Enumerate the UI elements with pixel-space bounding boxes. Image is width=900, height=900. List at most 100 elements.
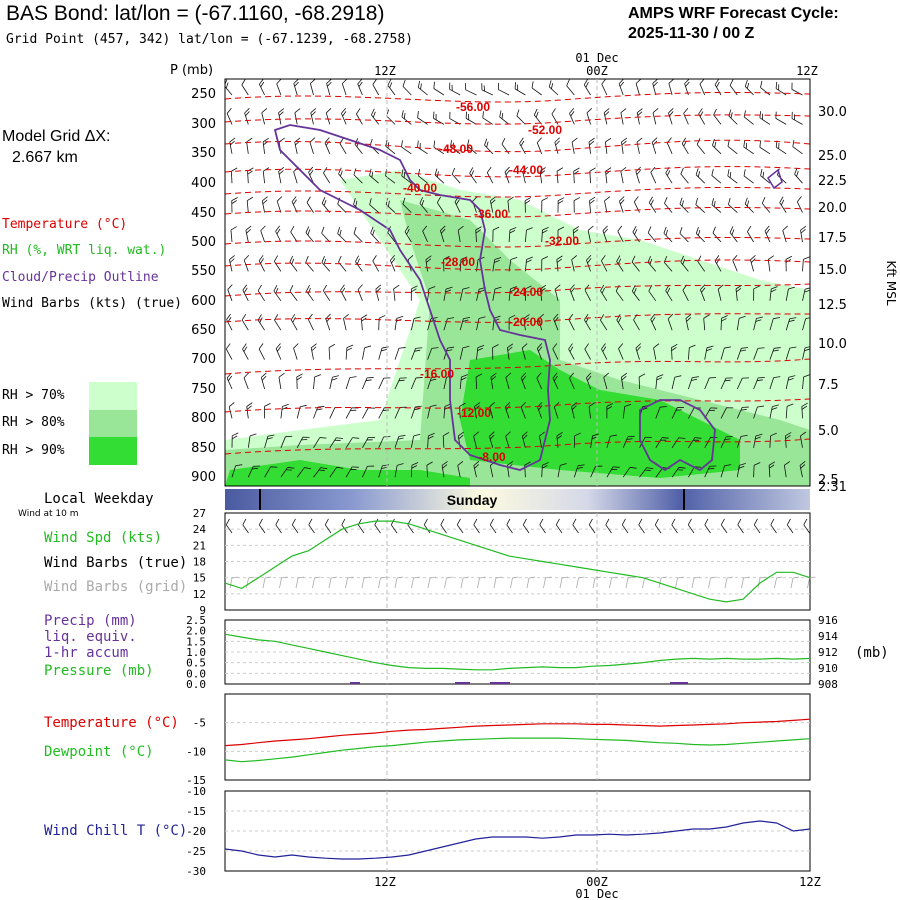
- wind-barb: [370, 226, 379, 243]
- wind-barb: [636, 108, 643, 125]
- wind-barb: [536, 343, 543, 360]
- wind-barb: [309, 79, 316, 96]
- pressure-tick-900: 900: [191, 470, 216, 485]
- wind-barb-10m: [522, 518, 530, 534]
- wind-barb: [410, 377, 423, 390]
- wind-barb: [371, 108, 380, 125]
- wind-barb: [226, 108, 233, 125]
- wind-barb: [799, 460, 806, 478]
- wind-panel-ytick-6: 9: [199, 604, 206, 617]
- wind-barb: [492, 226, 500, 243]
- wind-barb: [443, 317, 455, 331]
- wind-barb: [785, 317, 797, 331]
- wind-barb: [410, 433, 421, 448]
- wind-barb-grid: [493, 576, 503, 589]
- wind-barb: [506, 343, 514, 360]
- wind-chill-line: [224, 820, 811, 860]
- precip-panel-ytick-0: 2.5: [186, 614, 206, 627]
- rh90-label: RH > 90%: [2, 443, 65, 458]
- wind-barb: [785, 346, 797, 360]
- wind-barb: [264, 402, 271, 419]
- wind-barb: [476, 316, 486, 331]
- wind-barb: [417, 80, 428, 96]
- wind-barb-grid: [741, 576, 750, 589]
- wind-barb: [325, 313, 331, 331]
- wind-panel-ytick-4: 15: [193, 572, 206, 585]
- wind-barb: [704, 345, 714, 360]
- pressure-tick-400: 400: [191, 176, 216, 191]
- pressure-ytick-916: 916: [818, 614, 838, 627]
- wind-barb: [354, 138, 363, 155]
- wind-barb: [276, 196, 283, 213]
- wind-barb: [720, 407, 734, 419]
- isotherm-label-0: -56.00: [456, 100, 490, 114]
- rh90-swatch: [89, 437, 137, 465]
- wind-panel-ytick-1: 24: [193, 523, 207, 536]
- wind-barb: [378, 377, 391, 390]
- wind-barb: [655, 406, 667, 419]
- wind-barb: [492, 344, 499, 360]
- wind-barb: [257, 284, 265, 302]
- wind-barb: [345, 376, 357, 390]
- wind-barb: [548, 80, 559, 96]
- wind-barb: [650, 313, 657, 331]
- rh90-region-low: [225, 460, 470, 486]
- wind-barb: [584, 284, 591, 301]
- wind-barb: [258, 255, 265, 272]
- wind-barb: [650, 166, 657, 184]
- wind-barb: [417, 111, 428, 125]
- wind-barb: [802, 316, 810, 331]
- wind-barb: [769, 286, 778, 301]
- wind-barb: [260, 225, 266, 243]
- wind-barb: [427, 404, 437, 419]
- wind-barb: [243, 254, 250, 272]
- wind-barb: [590, 433, 599, 448]
- wind-barb: [635, 343, 642, 360]
- isotherm-line-9: [225, 313, 810, 323]
- wind-barb: [638, 373, 646, 390]
- wind-barb: [620, 372, 628, 390]
- wind-barb: [394, 463, 404, 478]
- wind-barb: [568, 343, 575, 360]
- wind-barb: [620, 108, 627, 125]
- wind-barb: [680, 167, 689, 184]
- wind-barb: [499, 110, 510, 125]
- wind-barb-10m: [258, 518, 266, 534]
- wind-10m-label: Wind at 10 m: [18, 509, 79, 519]
- wind-barb: [583, 79, 591, 96]
- isotherm-line-12: [225, 438, 810, 455]
- wind-barb-10m: [374, 518, 381, 534]
- wind-barb: [519, 137, 526, 154]
- wind-chill-label: Wind Chill T (°C): [44, 823, 188, 839]
- wind-barb: [600, 284, 608, 302]
- wind-barb: [372, 79, 380, 96]
- wind-barb-grid: [790, 576, 800, 589]
- wind-barb-grid: [510, 576, 519, 589]
- wind-barb: [525, 285, 532, 301]
- wind-barb: [568, 313, 575, 331]
- isotherm-label-4: -40.00: [403, 181, 437, 195]
- pressure-tick-800: 800: [191, 411, 216, 426]
- wind-barb: [372, 255, 380, 272]
- wind-barb: [362, 465, 375, 478]
- precip-panel-ytick-5: 0.0: [186, 667, 206, 680]
- wind-barb: [296, 404, 307, 419]
- wind-barb: [439, 225, 446, 243]
- pressure-ytick-910: 910: [818, 662, 838, 675]
- wind-barb: [571, 402, 577, 419]
- wind-barb: [557, 197, 565, 213]
- wind-barb: [631, 285, 640, 302]
- height-tick-8: 7.5: [818, 378, 839, 393]
- wind-barb: [589, 196, 596, 213]
- wind-barb: [601, 79, 608, 96]
- cross-section-panel: P (mb) Kft MSL 250 300 350 400 450 500 550 600 6…: [170, 63, 898, 495]
- wind-barb: [552, 343, 559, 360]
- wind-barb: [276, 79, 282, 96]
- wind-barb: [410, 405, 422, 419]
- cloud-outline-main: [273, 124, 551, 471]
- wind-barb: [443, 255, 450, 272]
- wind-barb: [242, 284, 249, 301]
- isotherm-labels: -56.00 -52.00 -48.00 -44.00 -40.00 -36.00 -32.…: [403, 100, 579, 464]
- wind-barb: [720, 315, 728, 331]
- isotherm-line-2: [225, 139, 810, 153]
